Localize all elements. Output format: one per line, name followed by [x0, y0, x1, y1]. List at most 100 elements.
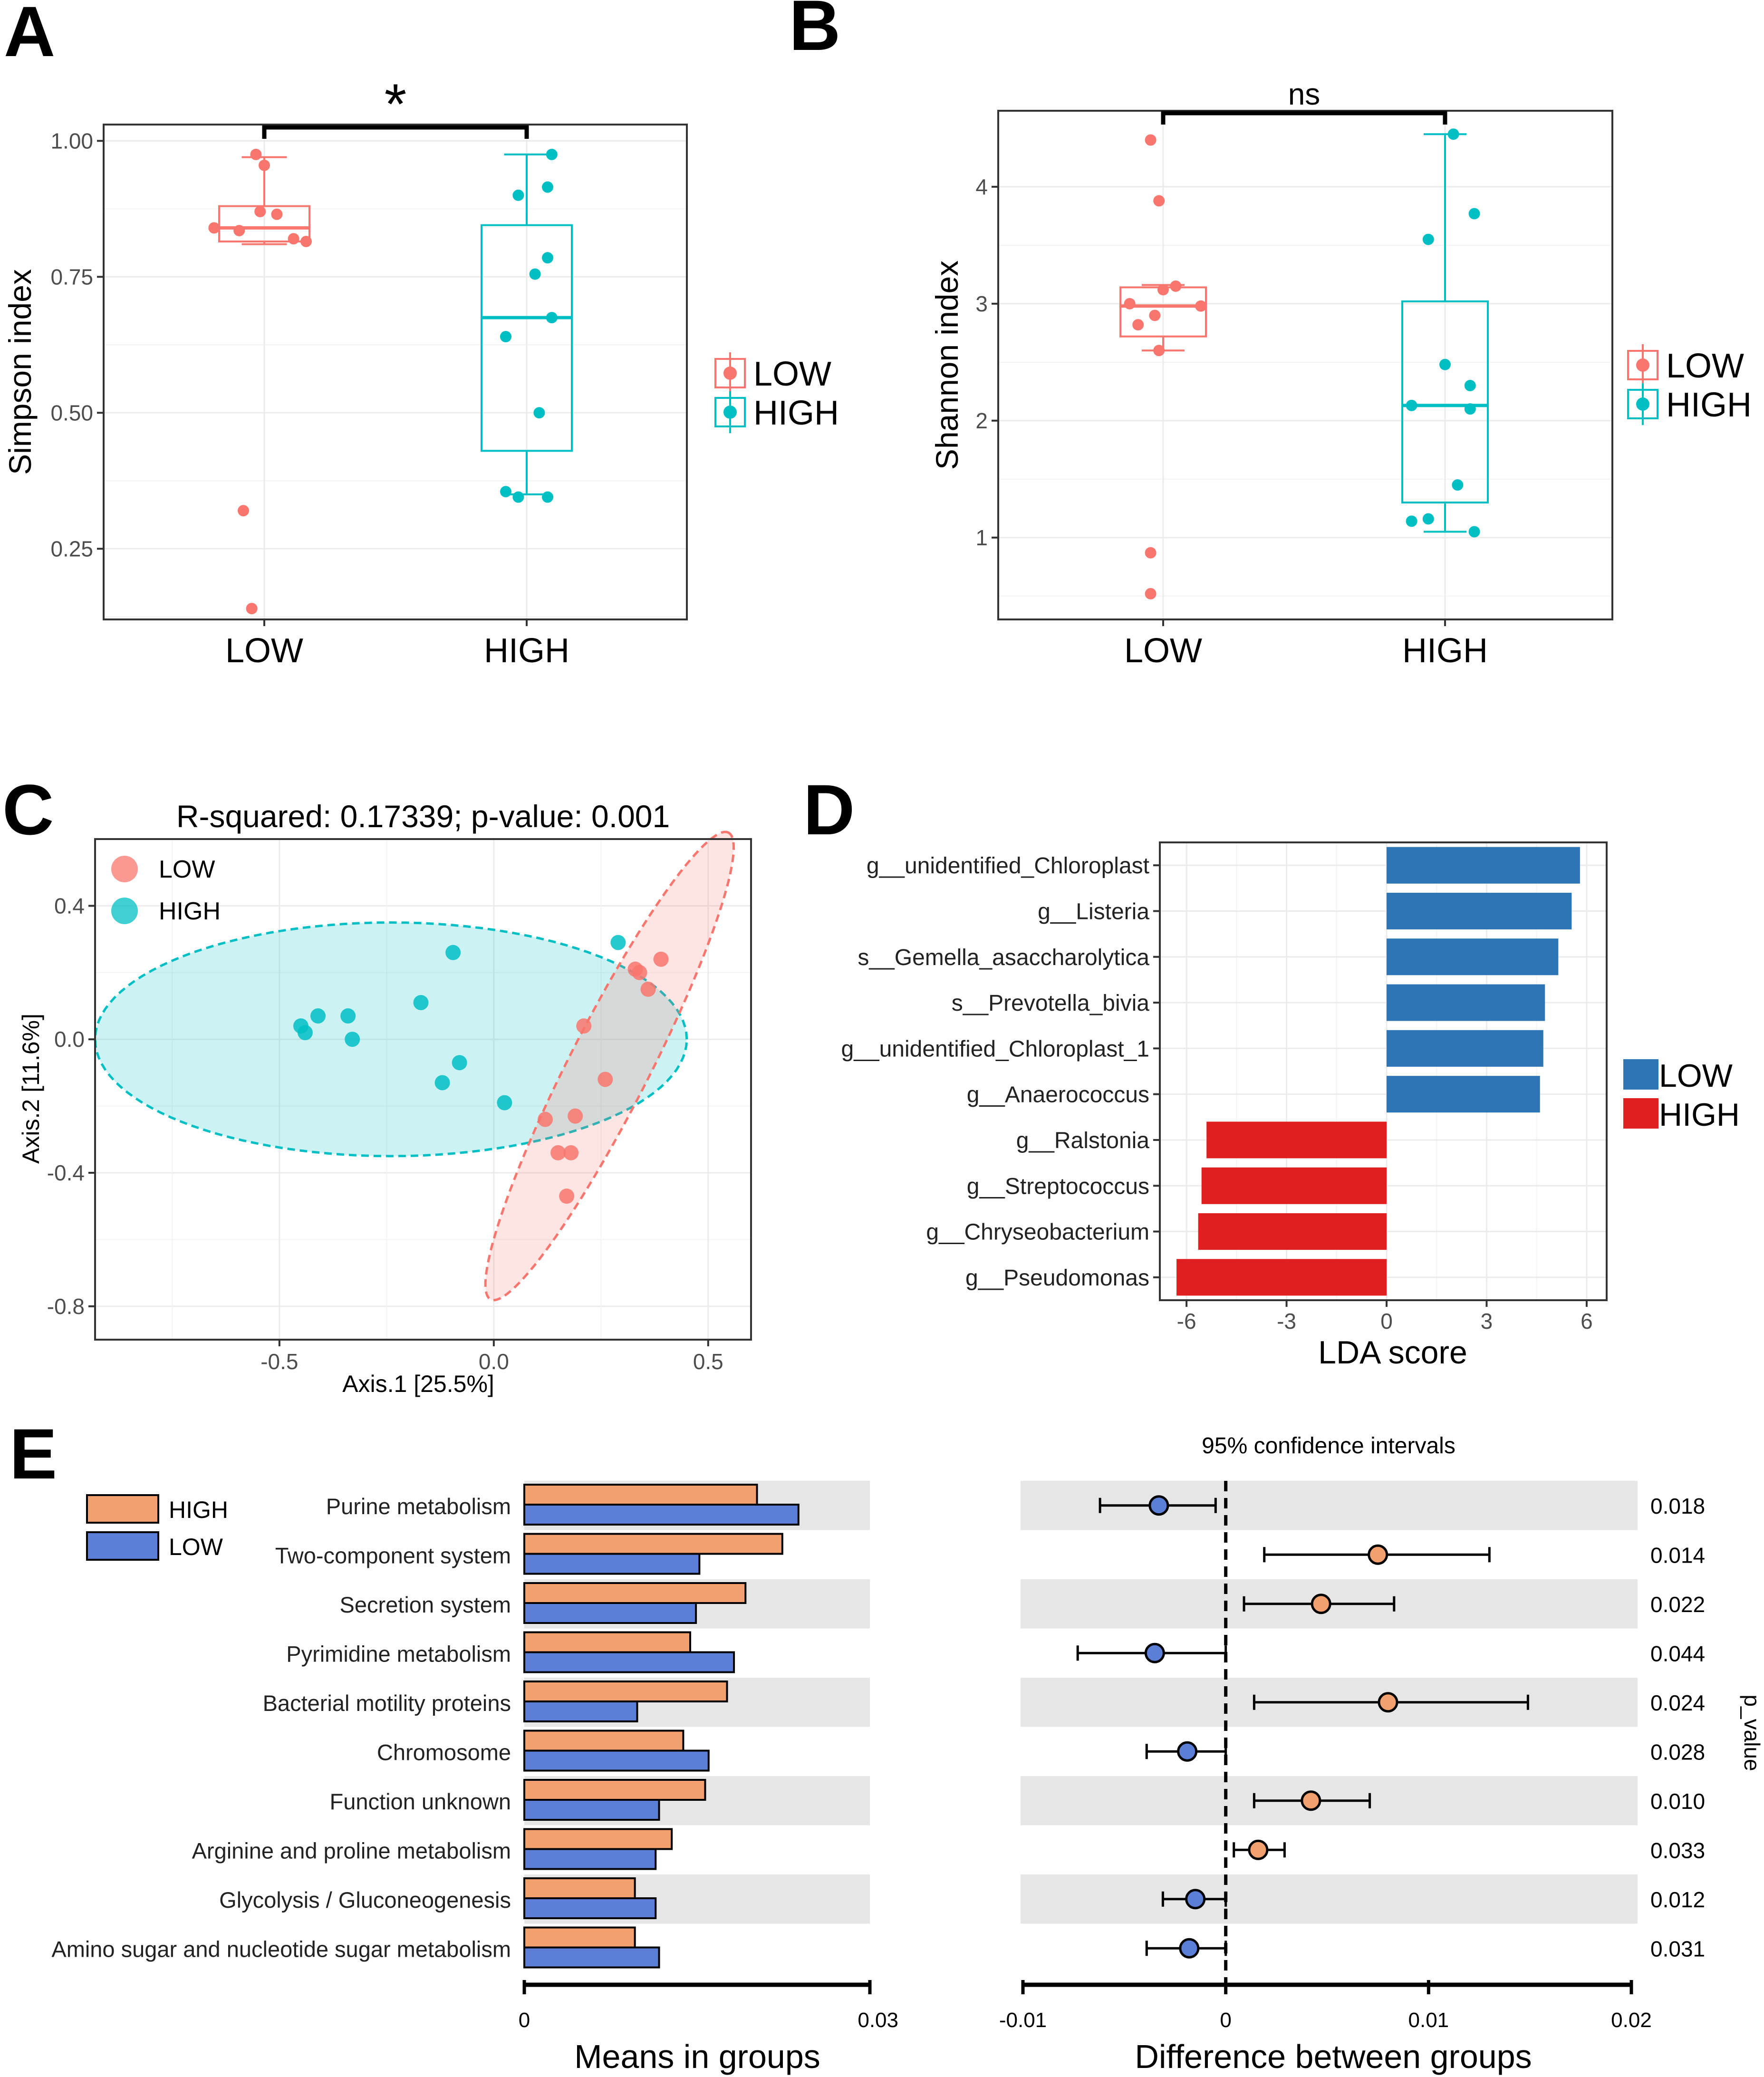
data-point-high: [512, 189, 524, 201]
mean-bar-low-purine-metabolism: [523, 1504, 800, 1526]
data-point-low: [559, 1188, 575, 1204]
x-tick-label: 3: [1481, 1309, 1493, 1333]
p-value-label: 0.044: [1650, 1641, 1705, 1666]
panel-e-means-bars: Purine metabolism Two-component system Sec…: [51, 1481, 898, 2075]
data-point-high: [497, 1095, 512, 1111]
data-point-low: [1124, 298, 1136, 309]
lda-bar-s-gemella-asaccharolytica: [1387, 938, 1559, 976]
y-tick-label: -0.8: [47, 1294, 85, 1319]
mean-bar-high-bacterial-motility-proteins: [523, 1681, 728, 1702]
mean-bar-low-arginine-and-proline-metabolism: [523, 1848, 657, 1870]
data-point-low: [1132, 319, 1144, 331]
data-point-low: [250, 148, 262, 160]
data-point-low: [271, 208, 283, 220]
legend-key-low: [714, 352, 746, 394]
mean-bar-low-bacterial-motility-proteins: [523, 1700, 638, 1722]
legend-dot-low: [111, 856, 138, 882]
plot-background: [104, 125, 687, 619]
x-tick-label: -0.5: [260, 1349, 298, 1374]
data-point-high: [610, 935, 626, 950]
mean-bar-high-function-unknown: [523, 1779, 706, 1801]
significance-bracket: [1161, 111, 1447, 125]
ci-estimate-point: [1311, 1594, 1331, 1614]
box-iqr: [218, 205, 310, 242]
data-point-low: [288, 233, 299, 245]
legend-dot: [1636, 397, 1649, 411]
x-tick-label: -3: [1277, 1309, 1296, 1333]
data-point-low: [1170, 280, 1182, 292]
category-label-g-streptococcus: g__Streptococcus: [967, 1174, 1149, 1199]
data-point-high: [500, 331, 511, 343]
category-label-g-pseudomonas: g__Pseudomonas: [965, 1266, 1149, 1291]
data-point-high: [1439, 358, 1451, 370]
y-axis-label: Simpson index: [2, 269, 38, 475]
x-tick-label: 0.03: [858, 2009, 898, 2032]
ci-bacterial-motility-proteins: [1253, 1692, 1529, 1713]
mean-bar-high-amino-sugar-and-nucleotide-sugar-metabolism: [523, 1926, 636, 1949]
category-label-glycolysis-gluconeogenesis: Glycolysis / Gluconeogenesis: [219, 1887, 511, 1913]
ci-glycolysis-gluconeogenesis: [1161, 1889, 1227, 1910]
ci-pyrimidine-metabolism: [1076, 1642, 1227, 1663]
x-tick-label: 0: [1380, 1309, 1393, 1333]
lda-bar-g-unidentified-chloroplast-1: [1387, 1030, 1543, 1067]
x-tick-label: 0.02: [1611, 2009, 1652, 2032]
x-tick-label: 0.0: [479, 1349, 509, 1374]
data-point-high: [1452, 479, 1464, 491]
data-point-low: [233, 225, 245, 237]
x-tick-label: 6: [1581, 1309, 1593, 1333]
x-tick-label-low: LOW: [225, 632, 303, 670]
lda-bar-g-unidentified-chloroplast: [1387, 847, 1580, 884]
ci-secretion-system: [1243, 1594, 1396, 1614]
ci-purine-metabolism: [1099, 1495, 1217, 1516]
legend-label-low: LOW: [159, 856, 215, 883]
panel-label-b: B: [789, 0, 840, 65]
mean-bar-low-chromosome: [523, 1749, 710, 1772]
plot-frame: [103, 124, 688, 620]
ci-estimate-point: [1148, 1495, 1169, 1516]
x-axis-label: Means in groups: [574, 2038, 820, 2075]
p-value-label: 0.014: [1650, 1543, 1705, 1567]
data-point-low: [246, 603, 258, 615]
category-label-two-component-system: Two-component system: [275, 1543, 511, 1568]
data-point-low: [568, 1108, 583, 1124]
data-point-high: [452, 1055, 467, 1071]
y-tick-label: 0.75: [50, 264, 93, 289]
legend-label-low: LOW: [1666, 347, 1744, 385]
ci-estimate-point: [1368, 1544, 1388, 1565]
data-point-low: [238, 505, 249, 517]
ci-function-unknown: [1253, 1790, 1371, 1811]
x-axis-label: LDA score: [1318, 1334, 1467, 1371]
legend-swatch-low: [1623, 1059, 1658, 1090]
data-point-high: [546, 312, 558, 324]
x-tick-label: -6: [1177, 1309, 1196, 1333]
data-point-high: [434, 1075, 450, 1091]
category-label-g-unidentified-chloroplast-1: g__unidentified_Chloroplast_1: [841, 1036, 1150, 1062]
panel-d-lda-bars: g__unidentified_Chloroplast g__Listeria s_…: [841, 841, 1740, 1371]
legend-dot: [723, 367, 737, 380]
data-point-low: [1145, 588, 1157, 599]
panel-label-a: A: [4, 0, 55, 71]
data-point-high: [1468, 526, 1480, 538]
data-point-low: [550, 1145, 566, 1160]
data-point-high: [512, 491, 524, 503]
mean-bar-low-function-unknown: [523, 1799, 660, 1821]
y-axis-label: Axis.2 [11.6%]: [18, 1014, 44, 1164]
p-value-label: 0.028: [1650, 1739, 1705, 1764]
plot-frame: [94, 838, 752, 1341]
legend-label-high: HIGH: [1659, 1097, 1740, 1133]
x-tick-label: 0.5: [693, 1349, 723, 1374]
data-point-high: [542, 491, 553, 503]
data-point-high: [500, 486, 511, 498]
y-tick-label: 0.25: [50, 536, 93, 561]
category-label-s-prevotella-bivia: s__Prevotella_bivia: [952, 991, 1150, 1016]
mean-bar-high-chromosome: [523, 1729, 684, 1752]
plot-frame: [1159, 841, 1608, 1301]
data-point-low: [598, 1072, 613, 1087]
data-point-low: [1195, 300, 1207, 312]
y-tick-label: 0.50: [50, 400, 93, 425]
y-axis-label: Shannon index: [929, 261, 964, 470]
data-point-high: [542, 252, 553, 264]
